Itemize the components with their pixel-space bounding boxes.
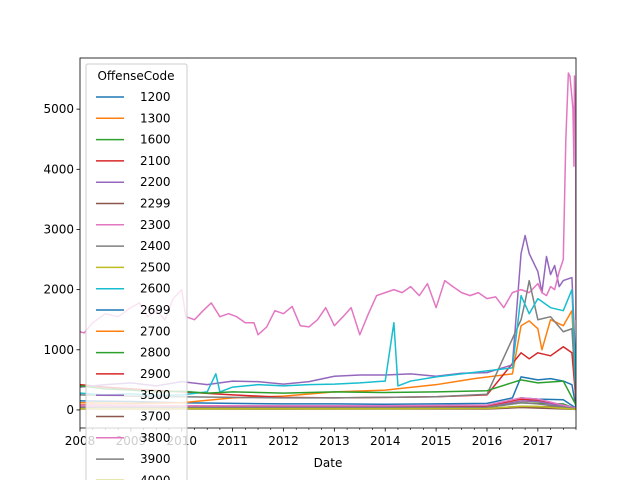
legend-label-3500: 3500 <box>140 388 171 402</box>
legend-box <box>85 63 188 480</box>
legend-label-2699: 2699 <box>140 303 171 317</box>
legend-label-2200: 2200 <box>140 175 171 189</box>
legend-label-2300: 2300 <box>140 218 171 232</box>
legend-items: 1200 1300 1600 2100 2200 2299 2300 2400 2500 2600… <box>96 90 171 480</box>
y-tick-label: 0 <box>66 403 74 417</box>
legend-label-2700: 2700 <box>140 324 171 338</box>
legend-label-2800: 2800 <box>140 346 171 360</box>
legend-title: OffenseCode <box>97 69 174 83</box>
axes-frame <box>79 57 577 429</box>
series-line-2400 <box>80 279 576 399</box>
x-axis-label: Date <box>314 456 343 470</box>
legend-label-3900: 3900 <box>140 452 171 466</box>
x-tick-label: 2017 <box>523 434 554 448</box>
x-tick-label: 2012 <box>268 434 299 448</box>
legend-label-4000: 4000 <box>140 473 171 480</box>
legend-label-3700: 3700 <box>140 410 171 424</box>
x-tick-label: 2013 <box>319 434 350 448</box>
y-tick-label: 2000 <box>43 283 74 297</box>
legend-label-1600: 1600 <box>140 133 171 147</box>
x-tick-label: 2011 <box>217 434 248 448</box>
series-line-1300 <box>80 309 576 405</box>
legend: OffenseCode 1200 1300 1600 2100 2200 2299 2300… <box>85 63 188 480</box>
legend-label-3800: 3800 <box>140 431 171 445</box>
legend-label-2900: 2900 <box>140 367 171 381</box>
legend-label-2400: 2400 <box>140 239 171 253</box>
y-tick-label: 1000 <box>43 343 74 357</box>
series-line-4000 <box>80 405 576 411</box>
y-tick-label: 4000 <box>43 162 74 176</box>
y-tick-label: 3000 <box>43 222 74 236</box>
x-tick-label: 2015 <box>421 434 452 448</box>
series-line-3900 <box>80 401 576 410</box>
legend-label-1300: 1300 <box>140 111 171 125</box>
x-tick-label: 2014 <box>370 434 401 448</box>
legend-label-1200: 1200 <box>140 90 171 104</box>
x-tick-label: 2016 <box>472 434 503 448</box>
legend-label-2100: 2100 <box>140 154 171 168</box>
series-line-3800 <box>80 397 576 409</box>
legend-label-2600: 2600 <box>140 282 171 296</box>
y-tick-label: 5000 <box>43 102 74 116</box>
series-line-1200 <box>80 376 576 408</box>
series-layer <box>80 72 576 411</box>
legend-label-2299: 2299 <box>140 197 171 211</box>
legend-label-2500: 2500 <box>140 260 171 274</box>
y-axis-ticks: 0 1000 2000 3000 4000 5000 <box>43 102 80 417</box>
